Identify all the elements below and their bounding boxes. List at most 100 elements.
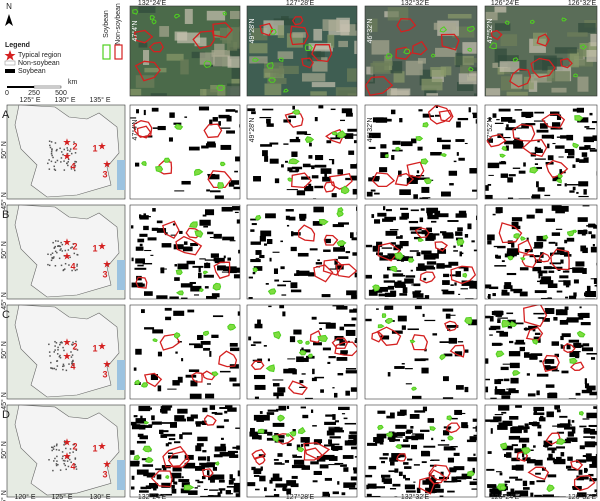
non-soy-patch <box>302 357 309 362</box>
non-soy-patch <box>366 484 369 490</box>
non-soy-patch <box>426 227 433 233</box>
non-soy-patch <box>488 174 494 176</box>
non-soy-patch <box>449 183 454 186</box>
non-soy-patch <box>442 430 450 436</box>
soy-dot <box>50 141 53 143</box>
non-soy-patch <box>425 236 435 241</box>
non-soy-patch <box>572 350 576 356</box>
soy-dot <box>65 442 68 445</box>
non-soy-patch <box>327 493 331 497</box>
non-soy-patch <box>551 134 555 139</box>
non-soy-patch <box>235 267 240 273</box>
non-soy-patch <box>443 273 450 278</box>
non-soy-patch <box>589 112 593 116</box>
soy-sample <box>439 26 448 33</box>
non-soy-sample <box>411 40 428 56</box>
non-soy-patch <box>557 184 562 186</box>
non-soy-patch <box>139 435 148 440</box>
soy-dot <box>56 159 59 162</box>
non-soy-patch <box>300 406 306 409</box>
non-soy-patch <box>139 233 148 237</box>
non-soy-patch <box>265 495 277 497</box>
non-soy-patch <box>523 352 530 358</box>
field <box>263 68 285 79</box>
non-soy-patch <box>499 161 507 165</box>
non-soy-patch <box>177 376 183 383</box>
non-soy-patch <box>564 183 567 187</box>
soy-dot <box>67 455 70 458</box>
non-soy-patch <box>259 254 265 259</box>
field <box>457 81 474 91</box>
soy-sample <box>194 230 204 238</box>
non-soy-patch <box>489 286 499 290</box>
non-soy-patch <box>174 441 181 444</box>
non-soy-patch <box>144 327 155 330</box>
non-soy-patch <box>302 163 311 168</box>
non-soy-patch <box>586 385 596 391</box>
non-soy-patch <box>418 109 423 112</box>
non-soy-patch <box>421 367 429 374</box>
non-soy-patch <box>504 378 510 382</box>
non-soy-patch <box>559 319 569 325</box>
non-soy-patch <box>291 232 301 236</box>
non-soy-patch <box>273 435 285 439</box>
soy-dot <box>76 265 78 267</box>
non-soy-patch <box>349 431 357 434</box>
non-soy-patch <box>331 193 337 198</box>
overview-top-lon: 125° E <box>19 96 40 104</box>
non-soy-patch <box>407 328 419 331</box>
non-soy-patch <box>352 188 357 195</box>
non-soy-patch <box>171 485 175 489</box>
non-soy-patch <box>212 315 224 318</box>
non-soy-patch <box>226 130 235 134</box>
panel-border <box>246 204 358 300</box>
non-soy-patch <box>350 434 357 437</box>
non-soy-patch <box>544 308 549 310</box>
non-soy-patch <box>160 267 165 274</box>
non-soy-patch <box>289 336 296 343</box>
non-soy-patch <box>212 466 218 471</box>
bottom-lon-label: 126°32'E <box>568 493 597 501</box>
soy-dot <box>64 464 67 467</box>
non-soy-patch <box>381 247 393 249</box>
non-soy-patch <box>250 218 259 221</box>
non-soy-patch <box>421 461 427 464</box>
non-soy-patch <box>222 452 234 456</box>
non-soy-patch <box>227 407 237 412</box>
non-soy-patch <box>187 309 195 313</box>
field <box>264 83 282 96</box>
star: ★ <box>63 238 72 249</box>
non-soy-patch <box>274 178 280 184</box>
non-soy-patch <box>206 189 210 192</box>
non-soy-sample <box>331 337 349 349</box>
non-soy-patch <box>290 483 299 488</box>
non-soy-patch <box>317 259 320 262</box>
soy-sample <box>175 269 183 276</box>
non-soy-patch <box>344 133 354 139</box>
non-soy-patch <box>575 459 587 463</box>
lat-label: 47°52'N <box>486 118 494 143</box>
non-soy-patch <box>260 230 272 237</box>
map-panel <box>130 205 240 299</box>
non-soy-patch <box>136 275 142 281</box>
soy-sample <box>501 319 512 328</box>
non-soy-patch <box>165 443 169 447</box>
non-soy-patch <box>348 487 357 490</box>
field <box>447 13 472 19</box>
soy-sample <box>447 435 454 441</box>
non-soy-patch <box>536 480 546 483</box>
non-soy-patch <box>573 342 582 348</box>
non-soy-sample <box>521 254 538 269</box>
soy-sample <box>134 379 141 385</box>
non-soy-patch <box>507 248 519 254</box>
non-soy-patch <box>465 298 474 299</box>
non-soy-patch <box>527 393 536 397</box>
non-soy-patch <box>523 162 526 167</box>
non-soy-patch <box>568 339 580 343</box>
non-soy-patch <box>367 442 378 446</box>
non-soy-patch <box>268 305 272 308</box>
non-soy-patch <box>548 270 555 273</box>
non-soy-patch <box>539 360 543 363</box>
non-soy-patch <box>214 446 227 452</box>
non-soy-patch <box>449 467 457 473</box>
